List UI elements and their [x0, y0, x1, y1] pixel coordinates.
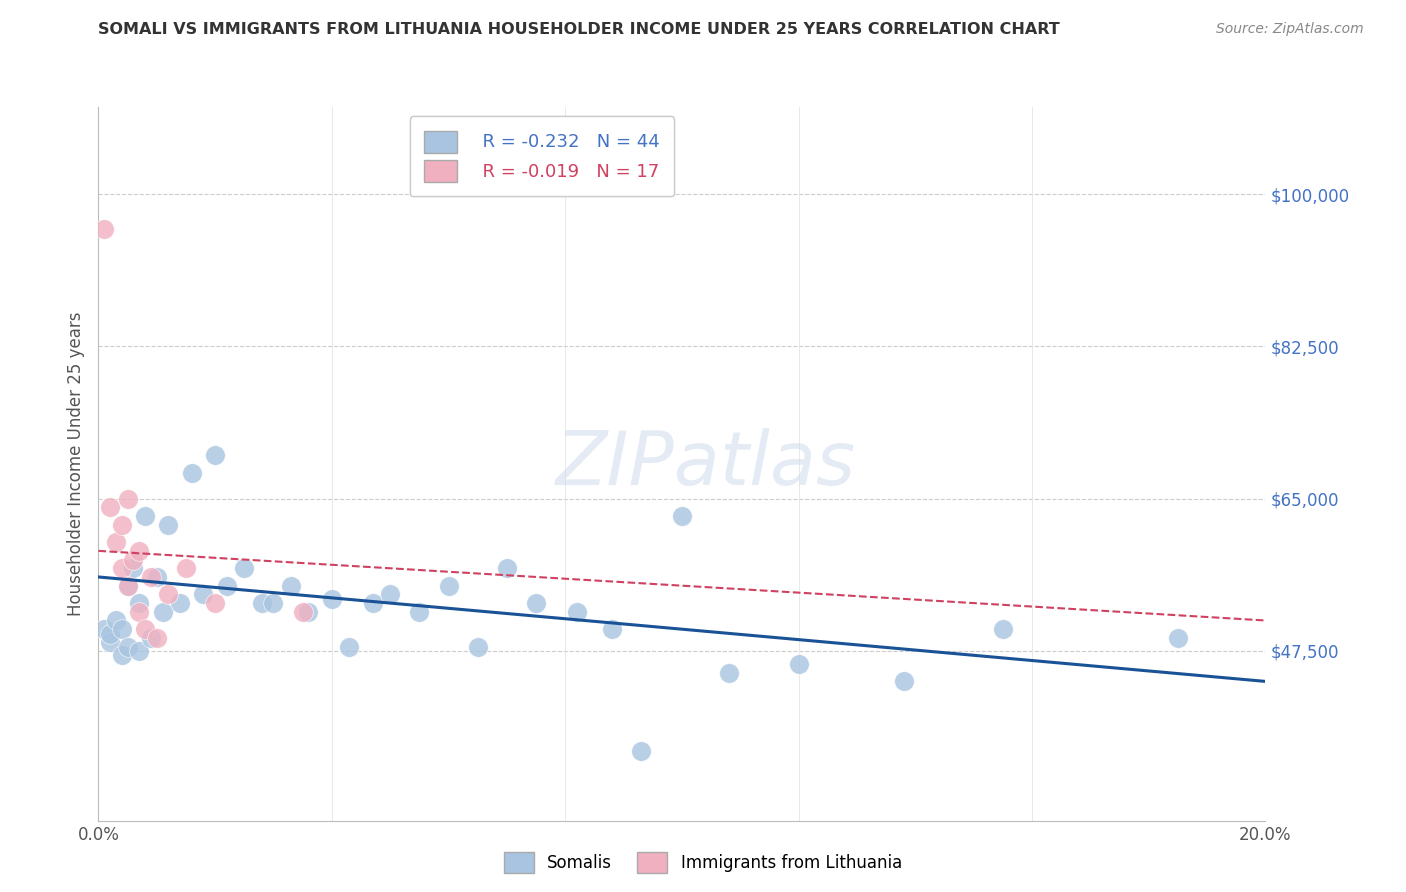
Point — [139, 570, 162, 584]
Point — [128, 644, 150, 658]
Text: SOMALI VS IMMIGRANTS FROM LITHUANIA HOUSEHOLDER INCOME UNDER 25 YEARS CORRELATIO: SOMALI VS IMMIGRANTS FROM LITHUANIA HOUS… — [98, 22, 1060, 37]
Point — [297, 605, 319, 619]
Point — [408, 605, 430, 619]
Legend:   R = -0.232   N = 44,   R = -0.019   N = 17: R = -0.232 N = 44, R = -0.019 N = 17 — [409, 116, 673, 196]
Text: Source: ZipAtlas.com: Source: ZipAtlas.com — [1216, 22, 1364, 37]
Point — [104, 535, 127, 549]
Point — [98, 626, 121, 640]
Point — [193, 587, 215, 601]
Point — [117, 579, 139, 593]
Point — [157, 517, 180, 532]
Point — [146, 631, 169, 645]
Point — [671, 509, 693, 524]
Point — [1167, 631, 1189, 645]
Point — [180, 466, 202, 480]
Y-axis label: Householder Income Under 25 years: Householder Income Under 25 years — [67, 311, 86, 616]
Point — [174, 561, 197, 575]
Point — [152, 605, 174, 619]
Point — [437, 579, 460, 593]
Point — [128, 544, 150, 558]
Point — [146, 570, 169, 584]
Point — [215, 579, 238, 593]
Point — [630, 744, 652, 758]
Point — [321, 591, 343, 606]
Point — [524, 596, 547, 610]
Point — [250, 596, 273, 610]
Point — [104, 614, 127, 628]
Point — [291, 605, 314, 619]
Legend: Somalis, Immigrants from Lithuania: Somalis, Immigrants from Lithuania — [498, 846, 908, 880]
Text: ZIPatlas: ZIPatlas — [555, 428, 855, 500]
Point — [361, 596, 384, 610]
Point — [157, 587, 180, 601]
Point — [128, 605, 150, 619]
Point — [111, 561, 134, 575]
Point — [893, 674, 915, 689]
Point — [787, 657, 810, 671]
Point — [717, 665, 740, 680]
Point — [565, 605, 588, 619]
Point — [495, 561, 517, 575]
Point — [117, 579, 139, 593]
Point — [98, 500, 121, 515]
Point — [128, 596, 150, 610]
Point — [111, 648, 134, 663]
Point — [117, 640, 139, 654]
Point — [122, 561, 145, 575]
Point — [169, 596, 191, 610]
Point — [93, 622, 115, 636]
Point — [280, 579, 302, 593]
Point — [991, 622, 1014, 636]
Point — [134, 509, 156, 524]
Point — [134, 622, 156, 636]
Point — [600, 622, 623, 636]
Point — [117, 491, 139, 506]
Point — [378, 587, 402, 601]
Point — [98, 635, 121, 649]
Point — [111, 622, 134, 636]
Point — [204, 448, 226, 462]
Point — [139, 631, 162, 645]
Point — [122, 552, 145, 566]
Point — [337, 640, 360, 654]
Point — [93, 222, 115, 236]
Point — [262, 596, 284, 610]
Point — [233, 561, 256, 575]
Point — [467, 640, 489, 654]
Point — [111, 517, 134, 532]
Point — [204, 596, 226, 610]
